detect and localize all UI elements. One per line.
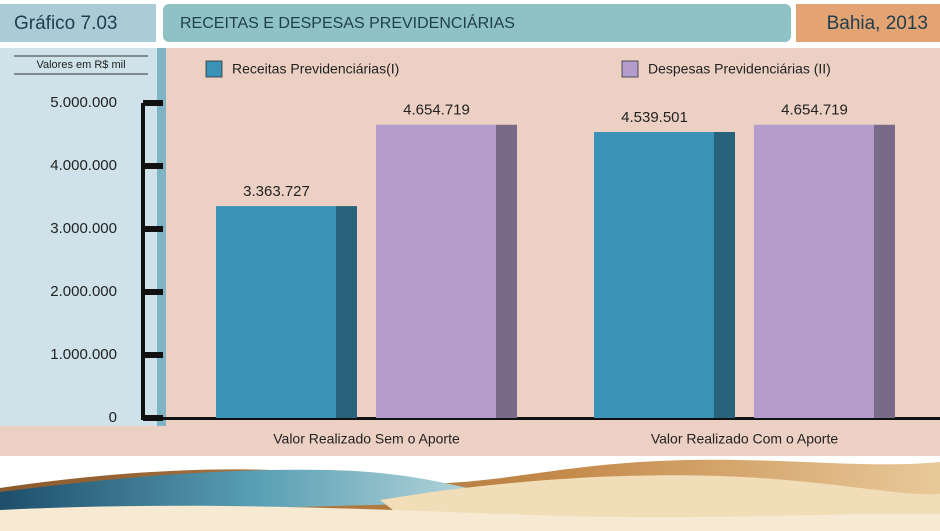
axis-panel bbox=[0, 48, 157, 426]
legend-label: Receitas Previdenciárias(I) bbox=[232, 61, 399, 77]
bar-side bbox=[496, 124, 517, 419]
tick-mark bbox=[143, 289, 163, 295]
axis-strip bbox=[157, 48, 166, 426]
chart-label: Gráfico 7.03 bbox=[14, 13, 118, 34]
bar-side bbox=[714, 132, 735, 418]
value-label: 3.363.727 bbox=[243, 183, 310, 200]
legend-swatch bbox=[621, 60, 639, 78]
title-box bbox=[163, 4, 791, 42]
wave bbox=[0, 505, 940, 531]
subtitle-box bbox=[796, 4, 940, 42]
y-tick-label: 1.000.000 bbox=[50, 346, 117, 363]
bar bbox=[754, 124, 874, 419]
chart-title: RECEITAS E DESPESAS PREVIDENCIÁRIAS bbox=[180, 13, 515, 32]
chart-subtitle: Bahia, 2013 bbox=[827, 13, 928, 34]
y-tick-label: 0 bbox=[109, 409, 117, 426]
value-label: 4.654.719 bbox=[403, 102, 470, 119]
x-axis-line bbox=[141, 417, 940, 420]
y-tick-label: 3.000.000 bbox=[50, 220, 117, 237]
y-tick-label: 4.000.000 bbox=[50, 157, 117, 174]
bar bbox=[376, 124, 496, 419]
tick-mark bbox=[143, 163, 163, 169]
tick-mark bbox=[143, 352, 163, 358]
bar-side bbox=[336, 206, 357, 418]
y-axis-line bbox=[141, 103, 145, 420]
bar bbox=[216, 206, 336, 418]
category-band bbox=[0, 426, 940, 456]
x-tick-label: Valor Realizado Com o Aporte bbox=[651, 431, 838, 447]
tick-mark bbox=[143, 226, 163, 232]
value-label: 4.654.719 bbox=[781, 102, 848, 119]
y-axis-label: Valores em R$ mil bbox=[36, 59, 125, 71]
value-label: 4.539.501 bbox=[621, 109, 688, 126]
legend-swatch bbox=[205, 60, 223, 78]
legend-label: Despesas Previdenciárias (II) bbox=[648, 61, 831, 77]
tick-mark bbox=[143, 100, 163, 106]
bar bbox=[594, 132, 714, 418]
x-tick-label: Valor Realizado Sem o Aporte bbox=[273, 431, 460, 447]
label-box bbox=[0, 4, 156, 42]
y-tick-label: 5.000.000 bbox=[50, 94, 117, 111]
tick-mark bbox=[143, 415, 163, 421]
y-tick-label: 2.000.000 bbox=[50, 283, 117, 300]
bar-side bbox=[874, 124, 895, 419]
